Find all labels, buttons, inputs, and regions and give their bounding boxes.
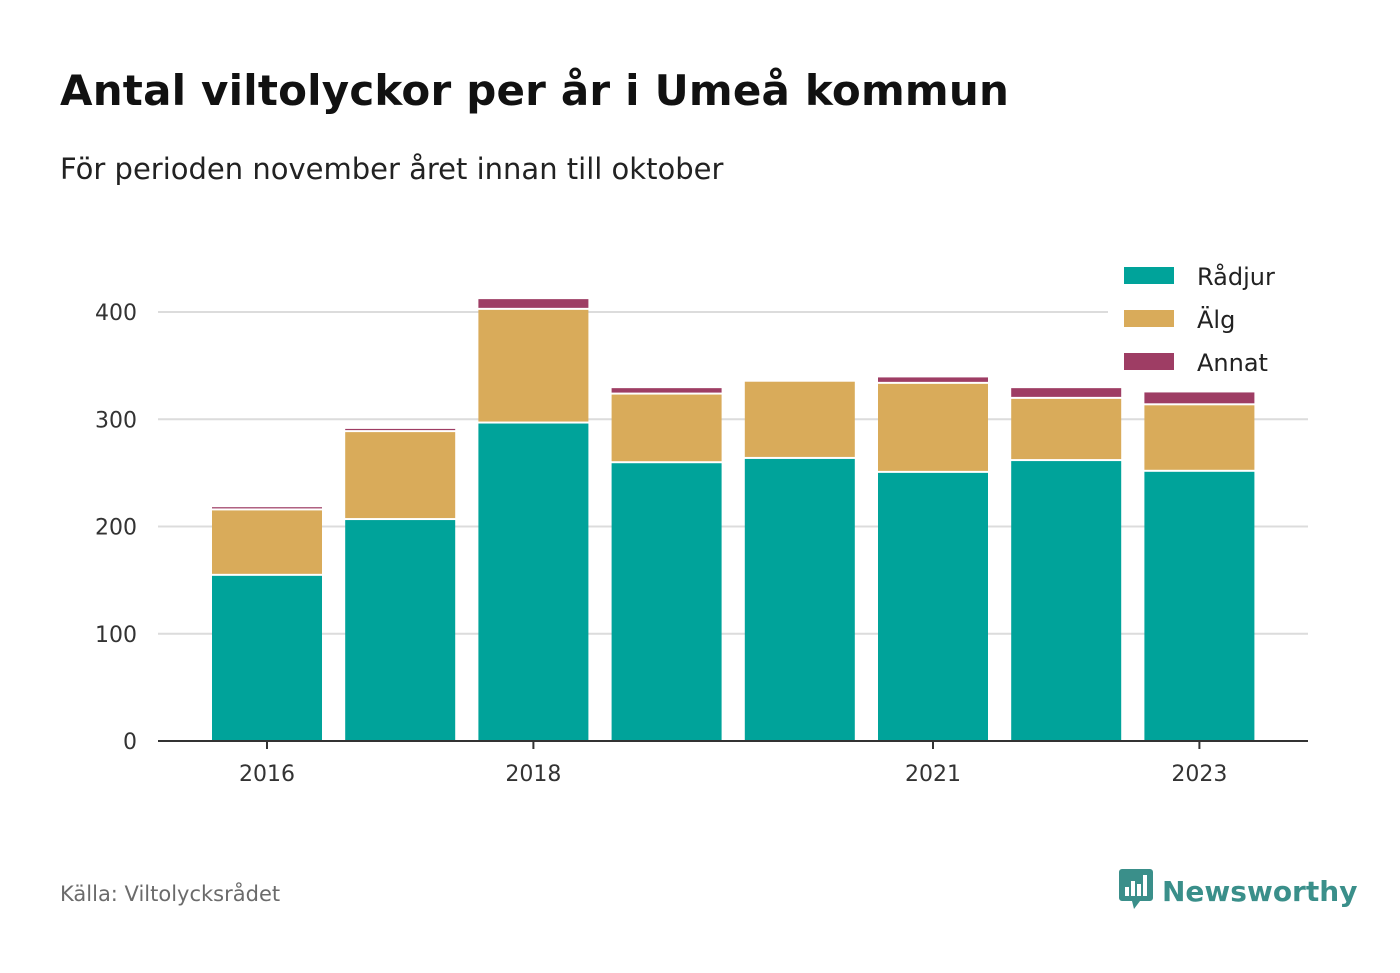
- bar-chart-speech-bubble-icon: [1118, 867, 1154, 915]
- bar-segment-rådjur: [1144, 471, 1255, 741]
- bar-segment-älg: [345, 432, 456, 519]
- legend-label: Rådjur: [1197, 262, 1275, 291]
- bar-segment-annat: [212, 507, 322, 509]
- y-tick-label: 300: [95, 408, 137, 433]
- legend-label: Annat: [1197, 349, 1268, 377]
- bar-segment-rådjur: [1011, 461, 1122, 741]
- bar-segment-annat: [878, 377, 988, 382]
- bar-segment-rådjur: [212, 575, 322, 741]
- legend-swatch: [1124, 267, 1174, 284]
- bar-segment-älg: [878, 383, 988, 471]
- bar-segment-älg: [1011, 398, 1122, 460]
- bar-segment-annat: [478, 299, 589, 308]
- x-tick-label: 2018: [505, 762, 561, 787]
- legend-label: Älg: [1197, 305, 1235, 334]
- bar-segment-rådjur: [878, 472, 988, 741]
- newsworthy-logo: Newsworthy: [1118, 868, 1357, 914]
- bar-segment-rådjur: [345, 520, 456, 741]
- chart-subtitle: För perioden november året innan till ok…: [60, 152, 724, 186]
- y-tick-label: 400: [95, 301, 137, 326]
- legend-swatch: [1124, 353, 1174, 370]
- bar-segment-älg: [744, 381, 855, 457]
- brand-name: Newsworthy: [1162, 874, 1358, 908]
- y-tick-label: 200: [95, 516, 137, 541]
- bar-segment-rådjur: [611, 463, 722, 741]
- bar-segment-rådjur: [478, 423, 589, 741]
- y-tick-label: 0: [123, 730, 137, 755]
- chart-title: Antal viltolyckor per år i Umeå kommun: [60, 66, 1010, 115]
- x-tick-label: 2021: [905, 762, 961, 787]
- y-tick-label: 100: [95, 623, 137, 648]
- bar-segment-älg: [611, 394, 722, 462]
- bar-segment-älg: [1144, 405, 1255, 470]
- bar-segment-annat: [1144, 392, 1255, 404]
- bar-segment-älg: [478, 309, 589, 422]
- x-tick-label: 2016: [239, 762, 295, 787]
- bar-segment-rådjur: [744, 458, 855, 741]
- x-tick-label: 2023: [1171, 762, 1227, 787]
- bar-segment-älg: [212, 510, 322, 574]
- source-note: Källa: Viltolycksrådet: [60, 882, 281, 906]
- bar-segment-annat: [1011, 388, 1122, 397]
- bar-segment-annat: [611, 388, 722, 393]
- legend-swatch: [1124, 310, 1174, 327]
- bar-segment-annat: [345, 428, 456, 431]
